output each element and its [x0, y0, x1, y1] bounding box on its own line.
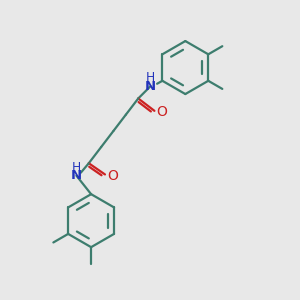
Text: H: H	[146, 71, 155, 84]
Text: H: H	[72, 161, 81, 174]
Text: N: N	[71, 169, 82, 182]
Text: N: N	[145, 80, 156, 93]
Text: O: O	[157, 105, 167, 119]
Text: O: O	[107, 169, 118, 183]
